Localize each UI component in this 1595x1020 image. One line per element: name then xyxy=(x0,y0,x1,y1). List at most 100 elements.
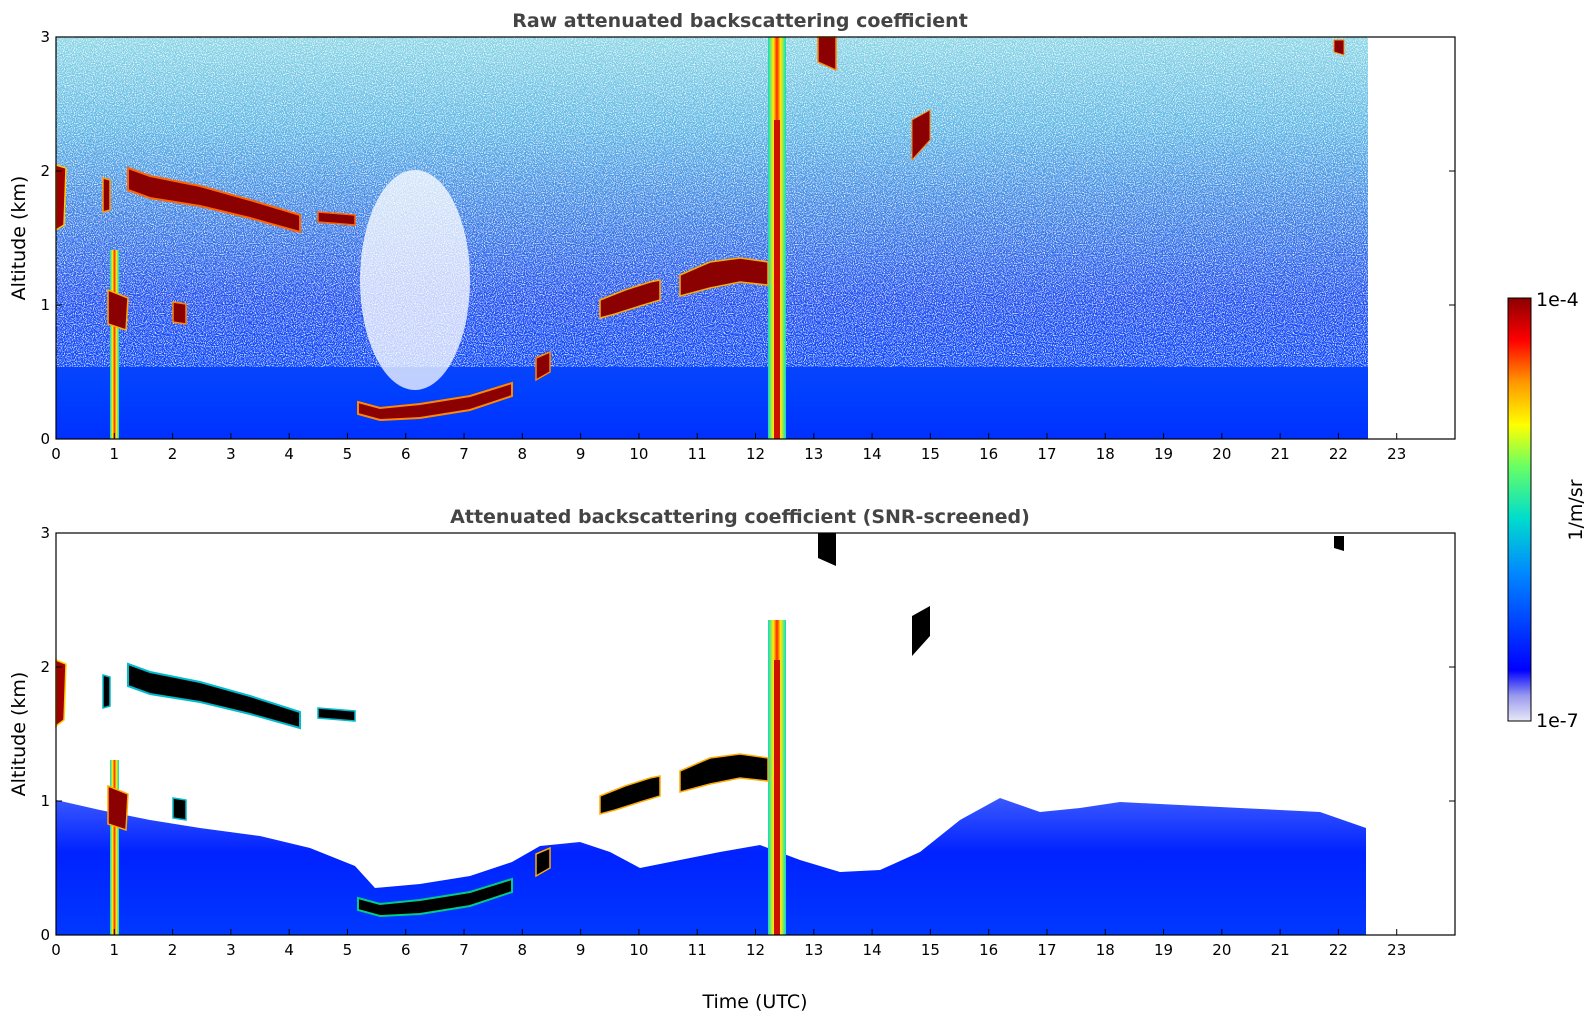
x-tick-label: 0 xyxy=(51,941,61,959)
snr-panel: Attenuated backscattering coefficient (S… xyxy=(8,506,1456,1013)
x-tick-label: 2 xyxy=(168,445,178,463)
x-tick-label: 1 xyxy=(110,445,120,463)
raw-cloud-low-1h xyxy=(107,288,129,332)
raw-layer-segment xyxy=(317,211,356,226)
snr-cloud-13h xyxy=(818,533,836,566)
raw-no-data-region xyxy=(1368,37,1397,439)
snr-boundary-layer-top xyxy=(357,877,513,918)
raw-speckle-noise xyxy=(56,37,1397,367)
x-tick-label: 13 xyxy=(804,941,823,959)
x-tick-label: 23 xyxy=(1387,941,1406,959)
snr-heatmap xyxy=(55,533,1366,935)
raw-cloud-9h xyxy=(535,350,551,382)
raw-clear-region xyxy=(360,170,470,390)
x-tick-label: 12 xyxy=(746,445,765,463)
colorbar-unit-label: 1/m/sr xyxy=(1565,479,1587,540)
x-tick-label: 5 xyxy=(343,445,353,463)
raw-elevated-layer xyxy=(127,166,301,234)
raw-y-axis: 0 1 2 3 xyxy=(40,28,1455,448)
raw-title: Raw attenuated backscattering coefficien… xyxy=(512,10,968,32)
y-tick-label: 1 xyxy=(40,792,50,810)
y-tick-label: 2 xyxy=(40,162,50,180)
raw-heatmap xyxy=(55,36,1397,439)
raw-x-axis: 0 1 2 3 4 5 6 7 8 9 10 11 12 13 14 15 16 17 18 19 20 21 22 23 xyxy=(51,433,1406,463)
snr-cloud-low-1h xyxy=(107,784,129,832)
x-tick-label: 6 xyxy=(401,941,411,959)
snr-cloud-9h xyxy=(535,846,551,878)
y-tick-label: 3 xyxy=(40,524,50,542)
raw-column-1h xyxy=(110,250,119,439)
x-tick-label: 12 xyxy=(746,941,765,959)
x-tick-label: 10 xyxy=(629,941,648,959)
x-tick-label: 17 xyxy=(1037,941,1056,959)
snr-title: Attenuated backscattering coefficient (S… xyxy=(450,506,1030,528)
x-tick-label: 23 xyxy=(1387,445,1406,463)
raw-y-axis-label: Altitude (km) xyxy=(8,176,30,301)
x-tick-label: 3 xyxy=(226,445,236,463)
x-tick-label: 16 xyxy=(979,445,998,463)
x-tick-label: 18 xyxy=(1096,941,1115,959)
snr-cloud-11h xyxy=(679,753,769,793)
y-tick-label: 0 xyxy=(40,430,50,448)
x-tick-label: 17 xyxy=(1037,445,1056,463)
snr-cloud-1h xyxy=(102,674,111,709)
x-tick-label: 14 xyxy=(863,445,882,463)
x-tick-label: 4 xyxy=(284,445,294,463)
snr-cloud-15h xyxy=(912,606,930,656)
x-tick-label: 10 xyxy=(629,445,648,463)
x-tick-label: 21 xyxy=(1271,941,1290,959)
x-tick-label: 11 xyxy=(688,445,707,463)
raw-cloud-22h xyxy=(1333,39,1345,56)
raw-rain-column-core xyxy=(774,120,780,439)
raw-cloud-15h xyxy=(911,109,931,162)
y-tick-label: 2 xyxy=(40,658,50,676)
x-tick-label: 18 xyxy=(1096,445,1115,463)
x-tick-label: 6 xyxy=(401,445,411,463)
x-tick-label: 13 xyxy=(804,445,823,463)
snr-cloud-10h xyxy=(599,775,661,815)
x-tick-label: 2 xyxy=(168,941,178,959)
x-tick-label: 14 xyxy=(863,941,882,959)
raw-panel: Raw attenuated backscattering coefficien… xyxy=(8,10,1456,463)
snr-cloud-22h xyxy=(1334,536,1344,551)
x-tick-label: 5 xyxy=(343,941,353,959)
x-tick-label: 4 xyxy=(284,941,294,959)
x-tick-label: 20 xyxy=(1212,445,1231,463)
snr-y-axis-label: Altitude (km) xyxy=(8,672,30,797)
raw-cloud-10h xyxy=(599,279,661,319)
x-tick-label: 22 xyxy=(1329,445,1348,463)
snr-cloud-0h xyxy=(55,658,67,728)
snr-x-axis: 0 1 2 3 4 5 6 7 8 9 10 11 12 13 14 15 16 17 18 19 20 21 22 23 xyxy=(51,929,1406,959)
snr-layer-segment xyxy=(317,707,356,722)
raw-cloud-2h xyxy=(172,301,187,325)
raw-cloud-0h xyxy=(55,163,67,232)
x-tick-label: 8 xyxy=(518,445,528,463)
x-tick-label: 20 xyxy=(1212,941,1231,959)
x-tick-label: 16 xyxy=(979,941,998,959)
x-tick-label: 22 xyxy=(1329,941,1348,959)
snr-boundary-layer-field xyxy=(56,798,1366,935)
raw-cloud-11h xyxy=(679,257,769,297)
x-tick-label: 3 xyxy=(226,941,236,959)
snr-rain-column-core xyxy=(774,660,780,935)
x-tick-label: 7 xyxy=(459,445,469,463)
x-tick-label: 15 xyxy=(921,445,940,463)
x-tick-label: 9 xyxy=(576,445,586,463)
raw-cloud-1h xyxy=(102,177,111,213)
x-tick-label: 0 xyxy=(51,445,61,463)
snr-column-1h xyxy=(110,760,119,935)
raw-boundary-layer-top xyxy=(357,381,513,422)
colorbar-max-label: 1e-4 xyxy=(1536,289,1579,311)
colorbar-min-label: 1e-7 xyxy=(1536,710,1579,732)
x-tick-label: 21 xyxy=(1271,445,1290,463)
y-tick-label: 1 xyxy=(40,296,50,314)
snr-cloud-2h xyxy=(172,797,187,821)
x-tick-label: 7 xyxy=(459,941,469,959)
x-tick-label: 15 xyxy=(921,941,940,959)
x-tick-label: 19 xyxy=(1154,941,1173,959)
x-axis-label: Time (UTC) xyxy=(701,991,807,1013)
y-tick-label: 0 xyxy=(40,926,50,944)
x-tick-label: 1 xyxy=(110,941,120,959)
snr-elevated-layer xyxy=(127,662,301,730)
